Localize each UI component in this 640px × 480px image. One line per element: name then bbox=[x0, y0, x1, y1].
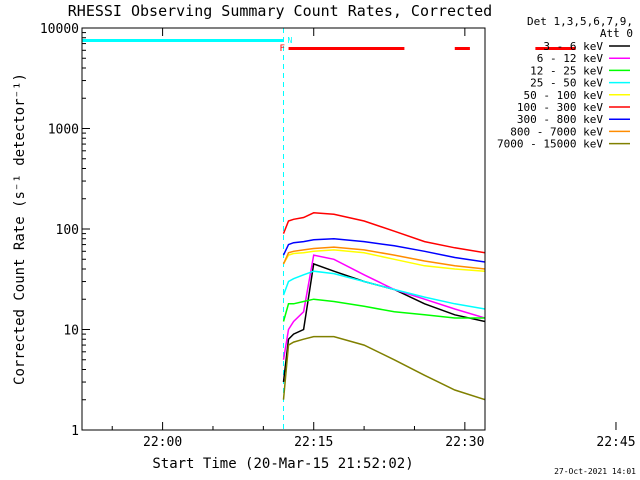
night-bar bbox=[82, 39, 284, 42]
y-tick-label: 1000 bbox=[48, 123, 79, 138]
flare-flag-label: F bbox=[280, 44, 285, 54]
series-line-2 bbox=[282, 254, 485, 360]
legend-label: 3 - 6 keV bbox=[543, 40, 603, 53]
legend-label: 300 - 800 keV bbox=[517, 113, 603, 126]
series-line-3 bbox=[282, 298, 485, 322]
legend-label: 12 - 25 keV bbox=[530, 64, 603, 77]
night-marker-label: N bbox=[288, 36, 293, 45]
legend-label: 50 - 100 keV bbox=[524, 89, 604, 102]
series-line-6 bbox=[282, 212, 485, 254]
flare-bar bbox=[288, 47, 405, 50]
y-tick-label: 10 bbox=[63, 324, 79, 339]
y-tick-label: 10000 bbox=[40, 22, 79, 37]
chart-title: RHESSI Observing Summary Count Rates, Co… bbox=[68, 2, 492, 20]
legend-header-line: Det 1,3,5,6,7,9, bbox=[527, 15, 633, 28]
footer-date: 27-Oct-2021 14:01 bbox=[554, 467, 636, 476]
x-tick-label: 22:15 bbox=[294, 435, 333, 450]
y-tick-label: 100 bbox=[56, 223, 79, 238]
series-line-8 bbox=[282, 246, 485, 270]
flare-layer: F bbox=[280, 44, 576, 54]
series-line-5 bbox=[282, 249, 485, 272]
legend-label: 800 - 7000 keV bbox=[510, 125, 603, 138]
y-tick-label: 1 bbox=[71, 424, 79, 439]
flare-bar bbox=[535, 47, 576, 50]
legend-label: 6 - 12 keV bbox=[537, 52, 604, 65]
x-axis-label: Start Time (20-Mar-15 21:52:02) bbox=[152, 456, 413, 472]
series-line-4 bbox=[282, 270, 485, 310]
legend-label: 100 - 300 keV bbox=[517, 101, 603, 114]
x-tick-label: 22:30 bbox=[445, 435, 484, 450]
series-layer bbox=[282, 212, 485, 401]
legend-header-line: Att 0 bbox=[600, 27, 633, 40]
legend-label: 7000 - 15000 keV bbox=[497, 138, 603, 151]
y-axis-label: Corrected Count Rate (s⁻¹ detector⁻¹) bbox=[12, 73, 28, 385]
x-tick-label: 22:45 bbox=[596, 435, 635, 450]
x-tick-label: 22:00 bbox=[143, 435, 182, 450]
series-line-7 bbox=[282, 237, 485, 263]
legend-label: 25 - 50 keV bbox=[530, 77, 603, 90]
y-axis: 1 10 100 1000 10000 bbox=[40, 22, 90, 439]
flare-bar bbox=[454, 47, 470, 50]
series-line-9 bbox=[282, 335, 485, 401]
